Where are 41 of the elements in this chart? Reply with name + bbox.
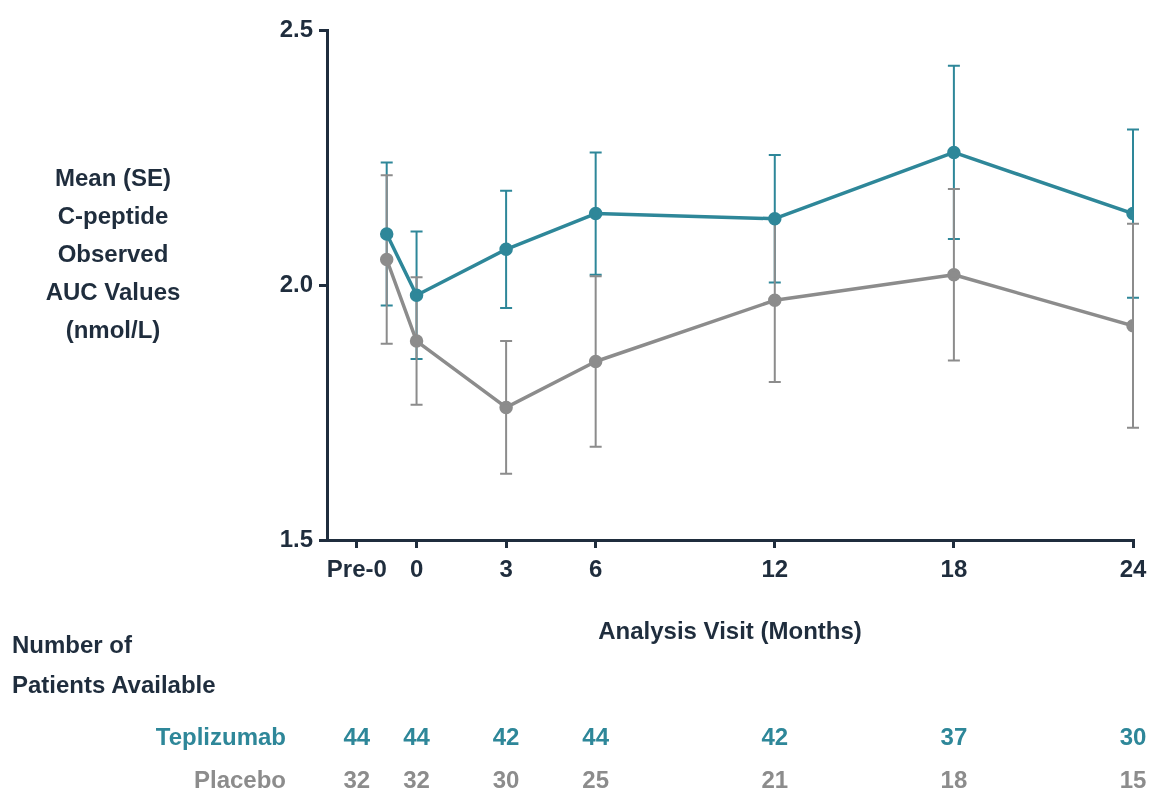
text: 32 [343,765,371,793]
text: 18 [940,765,968,793]
point [409,334,424,348]
text: 44 [582,722,610,750]
point [947,145,961,160]
text: 21 [761,765,789,793]
point [409,288,424,302]
text: 25 [582,765,610,793]
text: 42 [492,722,520,750]
point [768,293,782,308]
x-tick-label: 3 [499,555,513,583]
text: Placebo [193,765,286,793]
y-axis-title: Mean (SE) C-peptide Observed AUC Values (nmol/L) [45,163,181,343]
x-axis-title: Analysis Visit (Months) [598,616,862,644]
text: 30 [1119,722,1147,750]
point [499,242,513,257]
text: 44 [343,722,371,750]
point [588,354,603,369]
point [379,227,394,241]
y-tick-label: 2.5 [279,14,313,42]
text: 44 [403,722,431,750]
x-tick-label: 18 [940,555,968,583]
y-tick-label: 2.0 [279,269,313,297]
text: 15 [1119,765,1147,793]
point [768,211,782,226]
point [947,268,961,282]
x-tick-label: 12 [761,555,789,583]
text: 30 [492,765,520,793]
text: Number of Patients Available [12,630,216,698]
text: 42 [761,722,789,750]
point [588,206,603,221]
text: 37 [940,722,968,750]
text: 32 [403,765,430,793]
x-tick-label: 6 [588,555,603,583]
text: Teplizumab [155,722,286,750]
x-tick-label: 24 [1119,555,1147,583]
x-tick-label: Pre-0 [326,555,387,583]
y-tick-label: 1.5 [279,524,313,552]
point [379,252,394,267]
point [499,400,513,415]
x-tick-label: 0 [409,555,424,583]
